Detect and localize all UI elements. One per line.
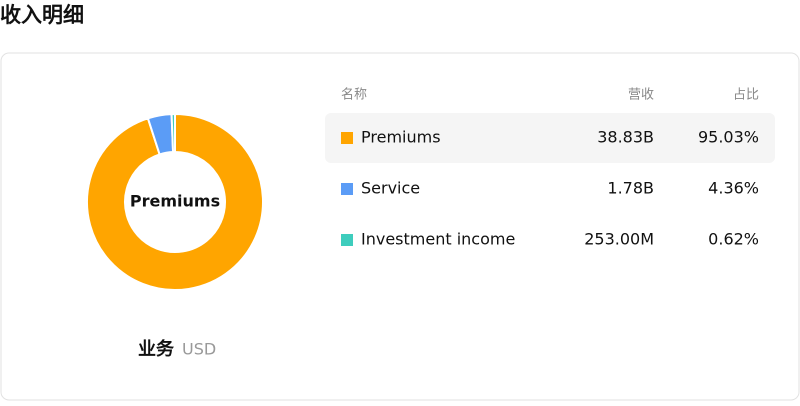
row-name: Service	[361, 179, 420, 198]
row-revenue: 253.00M	[584, 230, 654, 249]
row-name: Premiums	[361, 128, 441, 147]
page-title: 收入明细	[0, 3, 84, 27]
donut-center-label: Premiums	[130, 192, 220, 211]
row-name: Investment income	[361, 230, 515, 249]
footer-label: 业务	[138, 338, 175, 360]
legend-swatch	[341, 132, 353, 144]
footer-unit: USD	[182, 340, 216, 359]
row-highlight	[325, 113, 775, 163]
column-header: 名称	[341, 87, 367, 103]
legend-swatch	[341, 234, 353, 246]
row-share: 95.03%	[698, 128, 759, 147]
row-share: 0.62%	[708, 230, 759, 249]
row-revenue: 38.83B	[597, 128, 654, 147]
row-share: 4.36%	[708, 179, 759, 198]
row-revenue: 1.78B	[607, 179, 654, 198]
column-header: 营收	[628, 88, 654, 103]
donut-segment	[86, 112, 264, 291]
legend-swatch	[341, 183, 353, 195]
column-header: 占比	[733, 88, 759, 103]
donut-segment	[170, 112, 176, 154]
